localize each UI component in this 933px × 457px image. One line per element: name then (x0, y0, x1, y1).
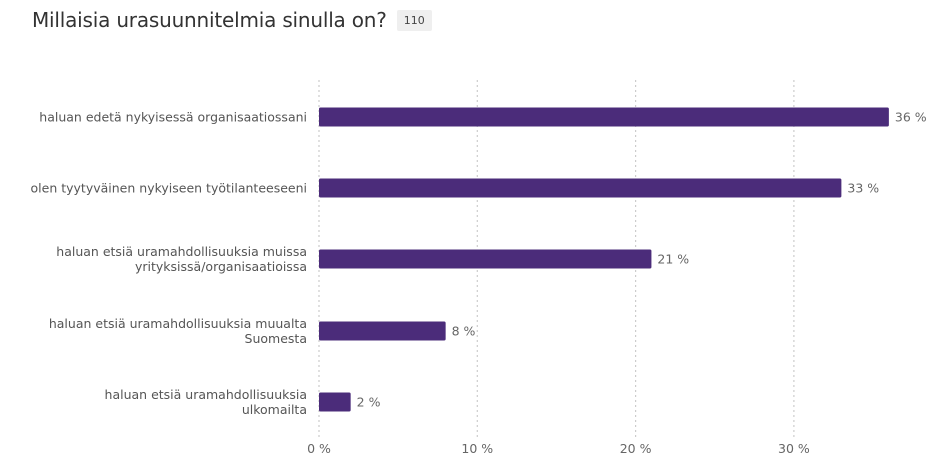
bar (319, 107, 889, 127)
value-label: 2 % (357, 395, 381, 410)
value-label: 8 % (452, 324, 476, 339)
category-label: haluan edetä nykyisessä organisaatiossan… (39, 110, 307, 125)
category-label: haluan etsiä uramahdollisuuksia muualta (49, 316, 307, 331)
x-tick-label: 20 % (620, 441, 652, 456)
category-label: olen tyytyväinen nykyiseen työtilanteese… (31, 181, 307, 196)
x-tick-label: 10 % (461, 441, 493, 456)
bar (319, 249, 652, 269)
category-label: yrityksissä/organisaatioissa (135, 259, 307, 274)
response-count-badge: 110 (396, 9, 432, 31)
value-label: 36 % (895, 110, 927, 125)
category-label: Suomesta (245, 331, 307, 346)
page-title: Millaisia urasuunnitelmia sinulla on? (32, 8, 387, 32)
bar (319, 321, 446, 341)
category-label: haluan etsiä uramahdollisuuksia (105, 387, 307, 402)
bar (319, 392, 351, 412)
chart-header: Millaisia urasuunnitelmia sinulla on? 11… (32, 8, 432, 32)
x-tick-label: 30 % (778, 441, 810, 456)
value-label: 33 % (847, 181, 879, 196)
value-label: 21 % (657, 252, 689, 267)
bar (319, 178, 842, 198)
x-tick-label: 0 % (307, 441, 331, 456)
category-label: ulkomailta (242, 402, 307, 417)
category-label: haluan etsiä uramahdollisuuksia muissa (56, 244, 307, 259)
